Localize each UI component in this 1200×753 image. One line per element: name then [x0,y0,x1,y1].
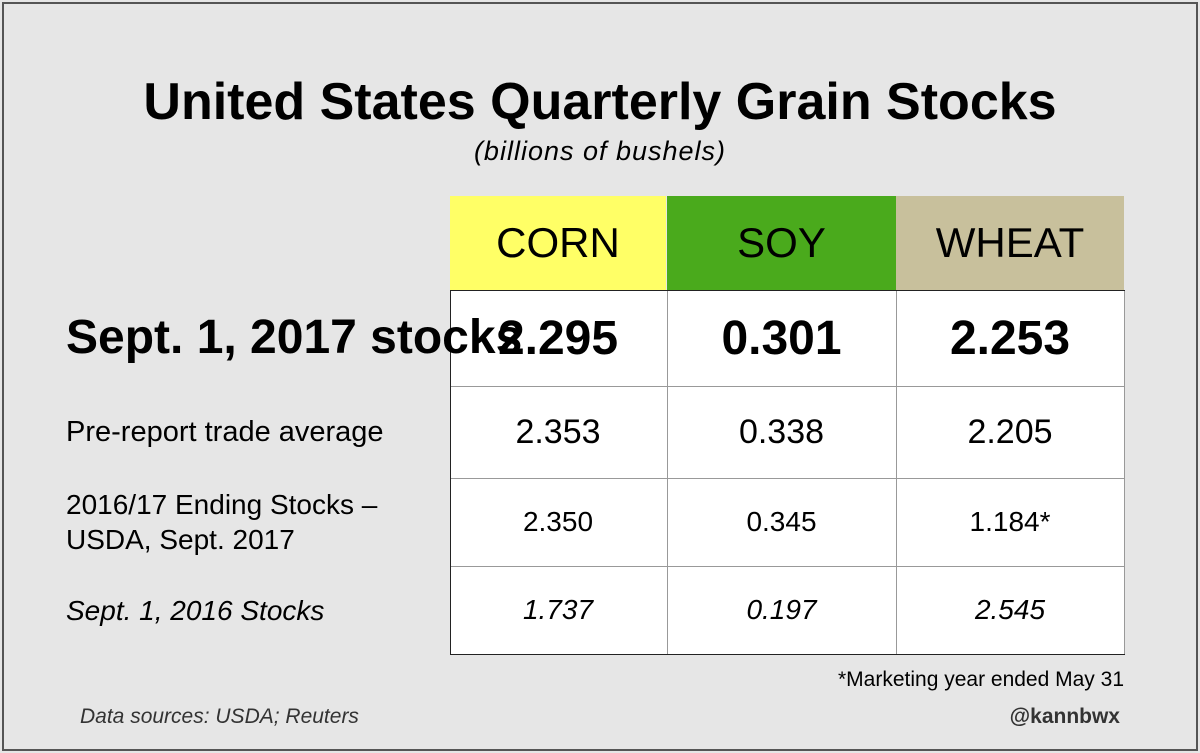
column-divider [1124,291,1125,655]
row-label-ending-stocks-line-2: USDA, Sept. 2017 [66,524,295,555]
cell-wheat-trade-average: 2.205 [967,412,1053,451]
cell-wheat-sept-2016: 2.545 [974,594,1046,625]
column-header-corn: CORN [450,196,666,290]
row-label-trade-average: Pre-report trade average [66,415,384,448]
row-divider [451,386,1125,387]
row-label-ending-stocks-line-1: 2016/17 Ending Stocks – [66,489,378,520]
cell-corn-sept-2016: 1.737 [522,594,594,625]
credit-handle: @kannbwx [1009,705,1120,728]
row-label-ending-stocks: 2016/17 Ending Stocks – USDA, Sept. 2017 [66,478,377,566]
column-header-soy: SOY [667,196,896,290]
cell-soy-sept-2016: 0.197 [746,594,817,625]
cell-soy-ending-stocks: 0.345 [746,506,817,537]
data-table [450,290,1125,655]
cell-soy-trade-average: 0.338 [738,412,825,451]
column-divider [896,291,897,655]
column-divider [667,291,668,655]
chart-subtitle: (billions of bushels) [473,136,727,166]
cell-corn-sept-2017: 2.295 [497,311,619,365]
footnote: *Marketing year ended May 31 [838,668,1124,691]
column-header-wheat: WHEAT [896,196,1124,290]
row-divider [451,654,1125,655]
row-label-sept-2017-stocks: Sept. 1, 2017 stocks [66,311,523,364]
row-label-sept-2016-stocks: Sept. 1, 2016 Stocks [66,594,325,626]
cell-corn-trade-average: 2.353 [515,412,601,451]
row-divider [451,566,1125,567]
data-source: Data sources: USDA; Reuters [80,705,359,728]
cell-wheat-sept-2017: 2.253 [949,311,1071,365]
cell-corn-ending-stocks: 2.350 [522,506,594,537]
cell-soy-sept-2017: 0.301 [721,311,842,365]
row-divider [451,478,1125,479]
cell-wheat-ending-stocks: 1.184* [969,506,1051,537]
chart-title: United States Quarterly Grain Stocks [143,73,1057,131]
